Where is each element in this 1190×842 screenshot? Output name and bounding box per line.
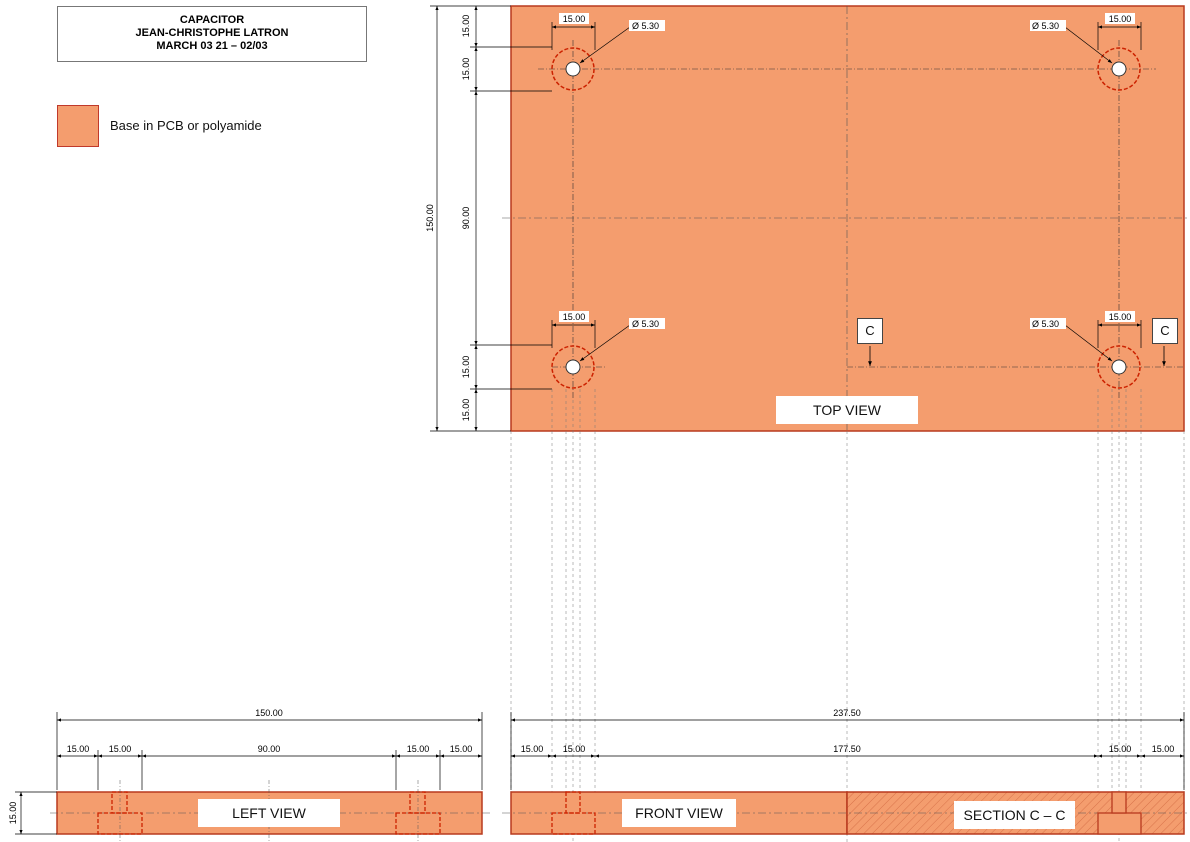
section-hole-cut <box>1097 791 1142 835</box>
front-view-label: FRONT VIEW <box>622 799 736 827</box>
dim-height-total: 150.00 <box>425 204 435 232</box>
legend-swatch <box>57 105 99 147</box>
top-view-plate <box>510 5 1185 432</box>
title-date: MARCH 03 21 – 02/03 <box>156 40 268 52</box>
dim-hole-spacing-tr: 15.00 <box>1109 14 1132 24</box>
dim-edge-bottom: 15.00 <box>461 399 471 422</box>
dim-hole-diameter-br: Ø 5.30 <box>1032 319 1059 329</box>
mounting-hole-top-left <box>551 47 595 91</box>
dim-front-hole-1: 15.00 <box>563 744 586 754</box>
mounting-hole-top-right <box>1097 47 1141 91</box>
mounting-hole-bottom-left <box>551 345 595 389</box>
dim-left-edge-1: 15.00 <box>67 744 90 754</box>
top-view-label: TOP VIEW <box>776 396 918 424</box>
title-block: CAPACITOR JEAN-CHRISTOPHE LATRON MARCH 0… <box>57 6 367 62</box>
section-view-label: SECTION C – C <box>954 801 1075 829</box>
dim-hole-vertical-top: 15.00 <box>461 58 471 81</box>
dim-left-hole-2: 15.00 <box>407 744 430 754</box>
dim-hole-diameter-bl: Ø 5.30 <box>632 319 659 329</box>
dim-left-hole-1: 15.00 <box>109 744 132 754</box>
dim-front-total: 237.50 <box>833 708 861 718</box>
dim-hole-diameter-tr: Ø 5.30 <box>1032 21 1059 31</box>
legend-label: Base in PCB or polyamide <box>110 118 262 133</box>
title-part-name: CAPACITOR <box>179 14 245 26</box>
dim-hole-spacing-bl: 15.00 <box>563 312 586 322</box>
dim-left-edge-2: 15.00 <box>450 744 473 754</box>
left-view-label: LEFT VIEW <box>198 799 340 827</box>
title-author: JEAN-CHRISTOPHE LATRON <box>135 27 289 39</box>
dim-front-edge-1: 15.00 <box>521 744 544 754</box>
dim-thickness: 15.00 <box>8 802 18 825</box>
dim-edge-top: 15.00 <box>461 15 471 38</box>
mounting-hole-bottom-right <box>1097 345 1141 389</box>
section-marker-right: C <box>1152 318 1178 344</box>
dim-front-edge-2: 15.00 <box>1152 744 1175 754</box>
dim-left-total: 150.00 <box>255 708 283 718</box>
dim-height-middle: 90.00 <box>461 207 471 230</box>
dim-front-middle: 177.50 <box>833 744 861 754</box>
dim-hole-spacing-br: 15.00 <box>1109 312 1132 322</box>
section-marker-left: C <box>857 318 883 344</box>
dim-hole-spacing-tl: 15.00 <box>563 14 586 24</box>
dim-left-middle: 90.00 <box>258 744 281 754</box>
dim-front-hole-2: 15.00 <box>1109 744 1132 754</box>
dim-hole-vertical-bottom: 15.00 <box>461 356 471 379</box>
dim-hole-diameter-tl: Ø 5.30 <box>632 21 659 31</box>
